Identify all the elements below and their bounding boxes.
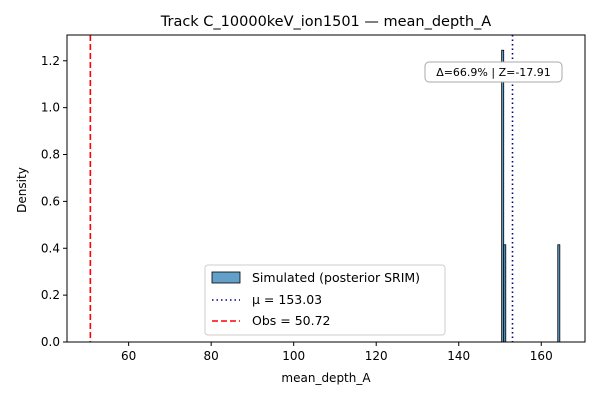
- x-tick-label: 140: [447, 349, 470, 363]
- x-tick-label: 120: [365, 349, 388, 363]
- axes-frame: [66, 34, 586, 343]
- y-tick-label: 0.2: [41, 288, 60, 302]
- y-tick-label: 1.0: [41, 101, 60, 115]
- x-tick-label: 80: [204, 349, 219, 363]
- legend: Simulated (posterior SRIM) μ = 153.03 Ob…: [204, 264, 446, 336]
- legend-frame: [204, 264, 446, 336]
- annotation-box: [424, 61, 563, 83]
- stats-annotation: Δ=66.9% | Z=-17.91: [424, 61, 563, 83]
- y-tick-label: 0.0: [41, 335, 60, 349]
- legend-label-obs: Obs = 50.72: [252, 313, 331, 328]
- legend-label-simulated: Simulated (posterior SRIM): [252, 270, 420, 285]
- chart-title: Track C_10000keV_ion1501 — mean_depth_A: [160, 14, 492, 30]
- y-tick-label: 1.2: [41, 54, 60, 68]
- x-tick-label: 60: [121, 349, 136, 363]
- x-tick-label: 160: [530, 349, 553, 363]
- axes: 60 80 100 120 140 160 0.0 0.2 0.4 0.6 0.8 1.0 1.2: [41, 34, 586, 363]
- y-axis-label: Density: [15, 167, 29, 213]
- legend-swatch-simulated: [211, 271, 241, 284]
- y-tick-label: 0.8: [41, 148, 60, 162]
- legend-label-mean: μ = 153.03: [252, 292, 322, 307]
- histogram-bar: [503, 244, 507, 343]
- y-tick-label: 0.4: [41, 241, 60, 255]
- histogram-bar: [557, 244, 561, 343]
- y-tick-label: 0.6: [41, 194, 60, 208]
- x-tick-label: 100: [282, 349, 305, 363]
- annotation-text: Δ=66.9% | Z=-17.91: [436, 66, 551, 79]
- x-axis-label: mean_depth_A: [281, 371, 371, 385]
